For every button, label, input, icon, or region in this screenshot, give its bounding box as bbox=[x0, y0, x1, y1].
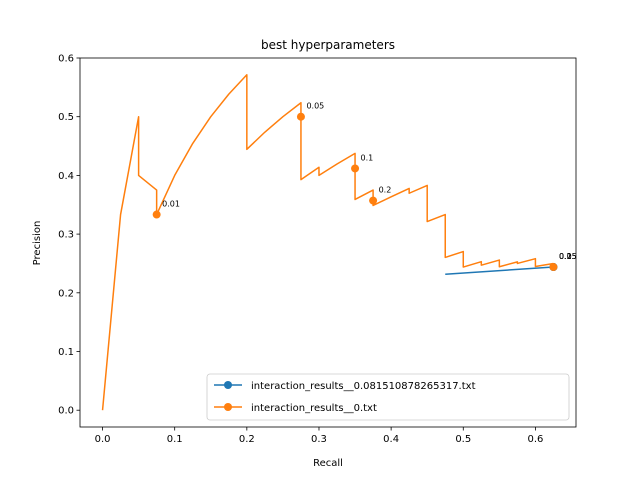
series-1-marker bbox=[369, 196, 378, 205]
axis-ticks: 0.0 0.1 0.2 0.3 0.4 0.5 0.6 0.0 0.1 0.2 0.3 0.4 0.5 0… bbox=[58, 54, 543, 446]
x-tick-label: 0.5 bbox=[455, 434, 471, 445]
legend: interaction_results__0.081510878265317.t… bbox=[206, 373, 570, 421]
series-1-marker bbox=[351, 164, 360, 173]
y-tick-label: 0.2 bbox=[58, 288, 74, 299]
threshold-annotation: 0.2 bbox=[379, 186, 392, 195]
threshold-annotation: 0.05 bbox=[306, 102, 324, 111]
legend-marker bbox=[224, 381, 232, 389]
series-1-marker bbox=[152, 210, 161, 219]
plot-area: 0.050.10.010.050.10.20.25 bbox=[101, 74, 577, 411]
x-tick-label: 0.2 bbox=[239, 434, 255, 445]
series-1-marker bbox=[549, 263, 558, 272]
x-tick-label: 0.4 bbox=[383, 434, 399, 445]
y-tick-label: 0.3 bbox=[58, 230, 74, 241]
legend-entry: interaction_results__0.081510878265317.t… bbox=[251, 381, 476, 392]
y-tick-label: 0.6 bbox=[58, 54, 74, 65]
threshold-annotation: 0.25 bbox=[559, 252, 577, 261]
y-tick-label: 0.5 bbox=[58, 112, 74, 123]
x-tick-label: 0.0 bbox=[95, 434, 111, 445]
x-tick-label: 0.1 bbox=[167, 434, 183, 445]
y-tick-label: 0.1 bbox=[58, 347, 74, 358]
x-axis-label: Recall bbox=[313, 458, 343, 469]
threshold-annotation: 0.01 bbox=[162, 200, 180, 209]
chart-title: best hyperparameters bbox=[261, 38, 395, 52]
threshold-annotation: 0.1 bbox=[559, 252, 572, 261]
series-1-line bbox=[101, 74, 554, 411]
x-tick-label: 0.6 bbox=[527, 434, 543, 445]
threshold-annotation: 0.05 bbox=[559, 252, 577, 261]
series-0-line bbox=[445, 266, 554, 275]
y-tick-label: 0.0 bbox=[58, 406, 74, 417]
threshold-annotation: 0.1 bbox=[361, 153, 374, 162]
axes-frame bbox=[79, 57, 577, 428]
x-tick-label: 0.3 bbox=[311, 434, 327, 445]
series-1-marker bbox=[296, 112, 305, 121]
legend-frame bbox=[206, 373, 570, 421]
y-tick-label: 0.4 bbox=[58, 171, 74, 182]
legend-entry: interaction_results__0.txt bbox=[251, 403, 377, 414]
legend-marker bbox=[224, 403, 232, 411]
y-axis-label: Precision bbox=[32, 221, 43, 266]
